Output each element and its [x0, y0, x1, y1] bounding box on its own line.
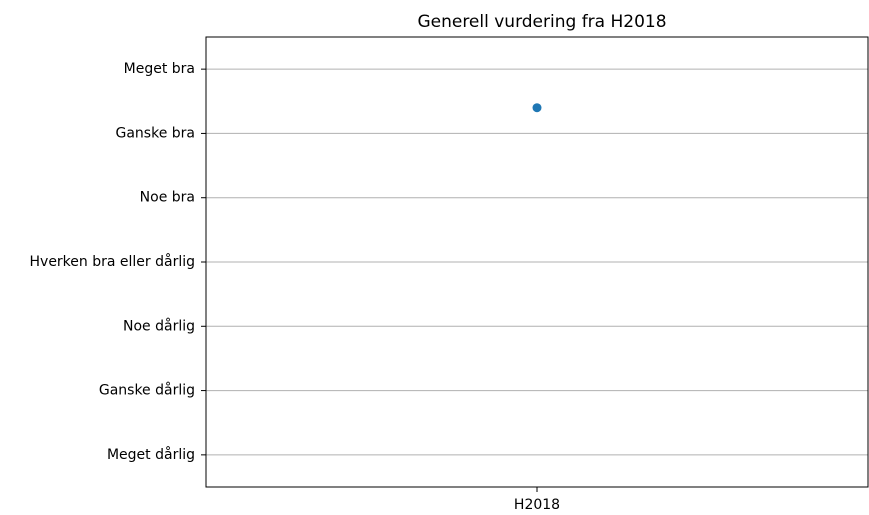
- y-tick-label: Meget bra: [124, 61, 195, 77]
- y-tick-label: Ganske dårlig: [99, 382, 195, 399]
- point: [532, 103, 542, 113]
- y-tick-label: Noe bra: [140, 190, 195, 206]
- y-tick-label: Noe dårlig: [123, 317, 195, 334]
- plot-frame: [205, 36, 869, 488]
- chart-title: Generell vurdering fra H2018: [417, 12, 666, 32]
- y-tick-label: Ganske bra: [116, 125, 196, 141]
- y-tick-label: Hverken bra eller dårlig: [30, 253, 196, 270]
- x-tick-label: H2018: [514, 497, 560, 511]
- y-tick-label: Meget dårlig: [107, 446, 195, 463]
